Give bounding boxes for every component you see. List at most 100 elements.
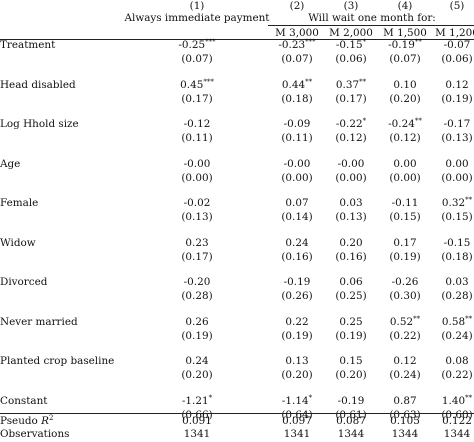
coefficient-cell: -0.00 [326, 159, 376, 169]
observations-label: Observations [0, 428, 70, 440]
significance-stars: ** [305, 78, 313, 86]
coefficient-value: -0.00 [283, 158, 311, 170]
coefficient-value: 0.15 [339, 355, 363, 367]
coefficient-value: 0.03 [445, 276, 469, 288]
row-label: Widow [0, 237, 36, 249]
coefficient-cell: 0.87 [380, 396, 430, 406]
standard-error-value: (0.24) [441, 330, 473, 342]
standard-error-value: (0.07) [281, 53, 313, 65]
group-underline [268, 25, 474, 26]
standard-error-value: (0.18) [281, 93, 313, 105]
significance-stars: * [308, 394, 313, 402]
standard-error-value: (0.19) [181, 330, 213, 342]
observations-value: 1341 [283, 428, 311, 440]
standard-error-value: (0.13) [335, 211, 367, 223]
coefficient-value: 0.07 [285, 197, 309, 209]
standard-error-value: (0.19) [335, 330, 367, 342]
coefficient-value: -0.19 [388, 39, 415, 51]
coefficient-value: -0.02 [183, 197, 211, 209]
coefficient-cell: 0.24 [272, 238, 322, 248]
coefficient-value: 0.52 [389, 316, 414, 328]
observations-value: 1341 [183, 428, 211, 440]
significance-stars: * [362, 38, 367, 46]
standard-error-value: (0.15) [389, 211, 421, 223]
coefficient-cell: -0.19 [326, 396, 376, 406]
coefficient-value: 0.58 [441, 316, 466, 328]
coefficient-value: 0.17 [393, 237, 417, 249]
coefficient-cell: -0.11 [380, 198, 430, 208]
coefficient-value: 0.32 [441, 197, 466, 209]
coefficient-cell: 0.58** [432, 315, 474, 328]
standard-error-value: (0.17) [335, 93, 367, 105]
coefficient-value: -0.19 [283, 276, 311, 288]
col-number-3: (3) [343, 0, 359, 12]
significance-stars: *** [203, 78, 214, 86]
standard-error-value: (0.16) [281, 251, 313, 263]
significance-stars: ** [465, 196, 473, 204]
wait-group-title: Will wait one month for: [308, 12, 436, 24]
coefficient-value: -0.26 [391, 276, 419, 288]
coefficient-value: 0.45 [180, 79, 204, 91]
standard-error-value: (0.00) [281, 172, 313, 184]
coefficient-cell: 0.23 [152, 238, 242, 248]
coefficient-cell: 0.08 [432, 356, 474, 366]
coefficient-value: -0.12 [183, 118, 211, 130]
coefficient-value: -0.15 [335, 39, 363, 51]
standard-error-value: (0.20) [335, 369, 367, 381]
coefficient-cell: -0.26 [380, 277, 430, 287]
coefficient-value: -0.20 [183, 276, 211, 288]
coefficient-value: 0.12 [445, 79, 469, 91]
coefficient-value: 0.24 [185, 355, 209, 367]
coefficient-value: -0.09 [283, 118, 311, 130]
coefficient-value: -1.21 [181, 395, 209, 407]
coefficient-cell: 1.40** [432, 395, 474, 407]
coefficient-cell: -1.14* [272, 394, 322, 407]
coefficient-cell: -0.22* [326, 118, 376, 130]
coefficient-cell: -0.19 [272, 277, 322, 287]
significance-stars: *** [205, 38, 216, 46]
col1-title: Always immediate payment [124, 12, 270, 24]
coefficient-cell: -0.15* [326, 38, 376, 51]
coefficient-value: -0.25 [178, 39, 206, 51]
observations-value: 1344 [391, 428, 419, 440]
standard-error-value: (0.16) [335, 251, 367, 263]
standard-error-value: (0.14) [281, 211, 313, 223]
coefficient-cell: -0.00 [272, 159, 322, 169]
standard-error-value: (0.13) [441, 132, 473, 144]
standard-error-value: (0.15) [441, 211, 473, 223]
standard-error-value: (0.20) [281, 369, 313, 381]
standard-error-value: (0.11) [281, 132, 313, 144]
standard-error-value: (0.00) [389, 172, 421, 184]
coefficient-value: -0.07 [443, 39, 471, 51]
amount-2000: M 2,000 [329, 27, 373, 39]
coefficient-value: -0.17 [443, 118, 471, 130]
coefficient-value: 0.06 [339, 276, 363, 288]
coefficient-cell: 0.12 [432, 80, 474, 90]
coefficient-cell: -0.09 [272, 119, 322, 129]
coefficient-cell: 0.44** [272, 78, 322, 91]
coefficient-value: 0.26 [185, 316, 209, 328]
significance-stars: ** [413, 315, 421, 323]
coefficient-cell: 0.03 [432, 277, 474, 287]
coefficient-value: 0.00 [393, 158, 417, 170]
coefficient-value: -0.22 [335, 118, 363, 130]
significance-stars: * [208, 394, 213, 402]
significance-stars: ** [359, 78, 367, 86]
coefficient-value: 0.44 [281, 79, 306, 91]
coefficient-cell: 0.00 [380, 159, 430, 169]
coefficient-cell: -0.07 [432, 40, 474, 50]
amount-3000: M 3,000 [275, 27, 319, 39]
coefficient-cell: 0.10 [380, 80, 430, 90]
col-number-1: (1) [189, 0, 205, 12]
significance-stars: ** [465, 315, 473, 323]
standard-error-value: (0.22) [389, 330, 421, 342]
coefficient-value: 0.37 [335, 79, 360, 91]
coefficient-value: -0.19 [337, 395, 365, 407]
row-label: Head disabled [0, 79, 76, 91]
standard-error-value: (0.30) [389, 290, 421, 302]
standard-error-value: (0.66) [181, 409, 213, 421]
coefficient-cell: -0.00 [152, 159, 242, 169]
coefficient-cell: -1.21* [152, 394, 242, 407]
coefficient-cell: 0.37** [326, 78, 376, 91]
coefficient-cell: 0.32** [432, 196, 474, 209]
